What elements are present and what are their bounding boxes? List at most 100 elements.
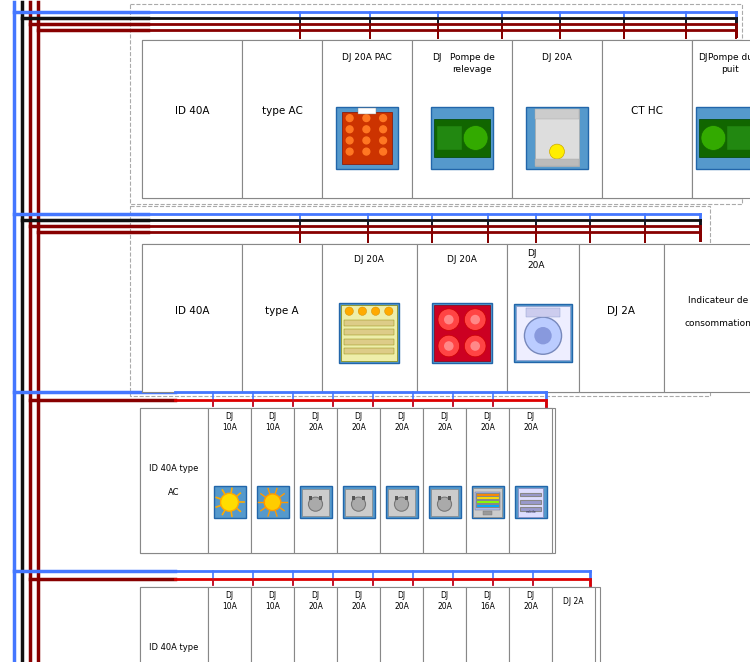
Bar	[520, 500, 541, 504]
Bar	[520, 493, 541, 496]
Bar	[692, 40, 750, 198]
Text: type AC: type AC	[262, 106, 302, 116]
Bar	[208, 408, 251, 553]
Bar	[302, 489, 329, 516]
Bar	[696, 107, 750, 169]
Text: DJ
20A: DJ 20A	[437, 412, 452, 432]
Circle shape	[345, 307, 353, 315]
Bar	[412, 40, 512, 198]
Bar	[433, 305, 490, 361]
Bar	[339, 303, 399, 363]
Text: DJ
20A: DJ 20A	[308, 412, 323, 432]
Circle shape	[363, 115, 370, 122]
Text: DJ
20A: DJ 20A	[394, 591, 409, 611]
Bar	[337, 587, 380, 662]
Bar	[142, 244, 707, 392]
Circle shape	[346, 137, 353, 144]
Circle shape	[346, 126, 353, 132]
Bar	[579, 244, 664, 392]
Circle shape	[464, 335, 486, 357]
Bar	[512, 40, 602, 198]
Bar	[386, 487, 418, 518]
Circle shape	[220, 493, 238, 511]
Text: 20A: 20A	[527, 261, 544, 271]
Bar	[142, 40, 242, 198]
Bar	[380, 587, 423, 662]
Bar	[242, 40, 322, 198]
Text: ID 40A: ID 40A	[175, 306, 209, 316]
Bar	[251, 587, 294, 662]
Bar	[345, 489, 372, 516]
Bar	[476, 493, 499, 496]
Text: DJ
16A: DJ 16A	[480, 591, 495, 611]
Bar	[140, 408, 555, 553]
Bar	[140, 408, 208, 553]
Circle shape	[363, 126, 370, 132]
Bar	[358, 108, 376, 115]
Bar	[140, 587, 208, 662]
Bar	[344, 320, 394, 326]
Text: Pompe du: Pompe du	[707, 54, 750, 62]
Bar	[251, 408, 294, 553]
Bar	[417, 244, 507, 392]
Bar	[466, 587, 509, 662]
Bar	[256, 487, 289, 518]
Text: DJ
20A: DJ 20A	[437, 591, 452, 611]
Text: DJ: DJ	[527, 250, 536, 258]
Bar	[699, 119, 750, 156]
Text: DJ
20A: DJ 20A	[523, 591, 538, 611]
Bar	[299, 487, 332, 518]
Text: DJ
10A: DJ 10A	[265, 591, 280, 611]
Text: CT HC: CT HC	[631, 106, 663, 116]
Circle shape	[444, 341, 454, 351]
Circle shape	[363, 137, 370, 144]
Bar	[518, 488, 543, 516]
Bar	[322, 244, 417, 392]
Text: Pompe de: Pompe de	[449, 54, 494, 62]
Bar	[536, 109, 579, 118]
Text: DJ
20A: DJ 20A	[308, 591, 323, 611]
Circle shape	[352, 497, 365, 511]
Circle shape	[524, 317, 562, 354]
Bar	[344, 348, 394, 354]
Bar	[476, 500, 499, 503]
Text: DJ 20A PAC: DJ 20A PAC	[342, 54, 392, 62]
Text: DJ 20A: DJ 20A	[542, 54, 572, 62]
Bar	[727, 126, 750, 150]
Bar	[423, 587, 466, 662]
Circle shape	[534, 327, 552, 344]
Bar	[466, 408, 509, 553]
Bar	[405, 496, 407, 500]
Circle shape	[394, 497, 409, 511]
Bar	[140, 587, 600, 662]
Bar	[142, 40, 742, 198]
Bar	[432, 303, 492, 363]
Text: nabile: nabile	[525, 510, 536, 514]
Circle shape	[346, 115, 353, 122]
Bar	[437, 126, 462, 150]
Bar	[476, 504, 499, 507]
Bar	[342, 112, 392, 164]
Circle shape	[264, 494, 280, 510]
Bar	[362, 496, 364, 500]
Bar	[431, 489, 458, 516]
Circle shape	[346, 148, 353, 155]
Bar	[536, 159, 579, 166]
Text: ID 40A: ID 40A	[175, 106, 209, 116]
Bar	[473, 488, 502, 516]
Circle shape	[358, 307, 367, 315]
Circle shape	[438, 308, 460, 330]
Bar	[142, 244, 242, 392]
Circle shape	[444, 315, 454, 324]
Text: DJ 2A: DJ 2A	[607, 306, 635, 316]
Text: DJ 20A: DJ 20A	[447, 256, 477, 265]
Bar	[602, 40, 692, 198]
Bar	[428, 487, 460, 518]
Bar	[692, 40, 742, 198]
Circle shape	[371, 307, 380, 315]
Circle shape	[437, 497, 452, 511]
Bar	[476, 492, 500, 510]
Circle shape	[380, 148, 386, 155]
Text: Indicateur de: Indicateur de	[688, 296, 748, 305]
Circle shape	[363, 148, 370, 155]
